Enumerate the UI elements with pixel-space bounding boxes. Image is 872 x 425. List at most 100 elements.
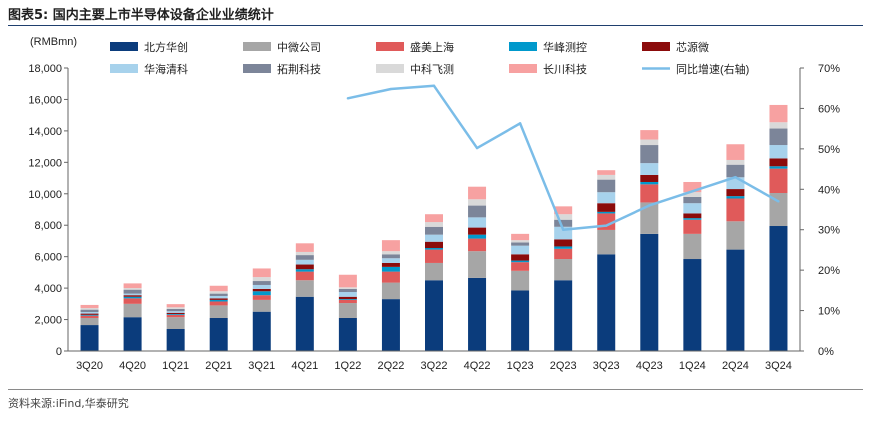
legend-swatch	[376, 64, 404, 73]
bar-segment-series-8	[468, 186, 487, 200]
bar-segment-series-7	[683, 192, 702, 197]
bar-segment-series-7	[209, 291, 228, 294]
bar-segment-series-4	[338, 296, 357, 300]
bar-segment-series-4	[166, 312, 185, 315]
bar-segment-series-3	[597, 211, 616, 214]
legend-swatch	[509, 42, 537, 51]
bar-segment-series-8	[252, 268, 271, 278]
bar-segment-series-3	[425, 248, 443, 250]
yoy-growth-point	[561, 228, 565, 231]
yoy-growth-line	[346, 84, 780, 231]
bar-segment-series-8	[209, 285, 228, 292]
stacked-bar-line-chart: 0 2,000 4,000 6,000 8,000 10,000 12,000 14,000 1…	[28, 36, 840, 372]
right-tick-label: 20%	[818, 265, 840, 277]
x-tick-label: 3Q22	[421, 360, 448, 372]
bar-segment-series-1	[381, 282, 400, 300]
legend-item: 长川科技	[509, 62, 587, 76]
bar-stack	[554, 206, 573, 351]
bar-segment-series-3	[123, 296, 142, 299]
bar-segment-series-6	[554, 219, 573, 227]
bar-segment-series-4	[726, 189, 745, 197]
bar-segment-series-0	[769, 226, 788, 351]
left-tick-label: 14,000	[28, 126, 62, 138]
bar-segment-series-3	[554, 246, 573, 249]
bar-segment-series-4	[209, 298, 228, 300]
bar-segment-series-2	[511, 262, 530, 271]
bar-segment-series-6	[726, 164, 745, 178]
x-tick-label: 3Q23	[593, 360, 620, 372]
bar-segment-series-5	[511, 245, 530, 255]
bar-segment-series-6	[597, 179, 616, 193]
bar-segment-series-2	[468, 238, 487, 252]
x-tick-label: 3Q20	[76, 360, 103, 372]
bar-segment-series-6	[683, 196, 702, 204]
bar-segment-series-7	[425, 222, 443, 227]
yoy-growth-point	[432, 84, 436, 87]
yoy-growth-point	[346, 97, 350, 100]
bar-segment-series-0	[80, 325, 99, 351]
bar-segment-series-5	[123, 293, 142, 296]
bar-segment-series-8	[769, 104, 788, 123]
bar-segment-series-4	[80, 313, 99, 315]
bar-stacks	[80, 104, 788, 351]
bar-segment-series-8	[425, 214, 443, 223]
bar-segment-series-8	[511, 233, 530, 241]
bar-segment-series-5	[252, 284, 271, 289]
bar-segment-series-2	[726, 198, 745, 222]
bar-segment-series-6	[425, 226, 443, 235]
legend-item: 拓荆科技	[243, 62, 321, 76]
bar-stack	[209, 285, 228, 351]
bar-segment-series-5	[80, 312, 99, 314]
bar-segment-series-1	[683, 233, 702, 260]
bar-segment-series-7	[381, 251, 400, 255]
left-tick-label: 16,000	[28, 94, 62, 106]
left-tick-label: 0	[56, 346, 62, 358]
bar-segment-series-1	[80, 317, 99, 326]
bar-segment-series-4	[123, 295, 142, 297]
bar-segment-series-6	[511, 242, 530, 246]
bar-stack	[425, 214, 443, 351]
bar-segment-series-7	[123, 288, 142, 290]
bar-segment-series-8	[640, 130, 659, 140]
x-tick-label: 2Q23	[550, 360, 577, 372]
bar-segment-series-0	[511, 290, 530, 351]
y-axis-unit-label: (RMBmn)	[30, 36, 77, 48]
bar-stack	[726, 144, 745, 351]
bar-stack	[683, 181, 702, 351]
bar-segment-series-5	[683, 203, 702, 214]
bar-segment-series-0	[425, 280, 443, 351]
legend-label: 北方华创	[144, 40, 188, 54]
bar-stack	[640, 130, 659, 351]
bar-segment-series-6	[338, 288, 357, 293]
bar-segment-series-0	[468, 277, 487, 351]
left-tick-label: 4,000	[34, 283, 62, 295]
bar-stack	[80, 304, 99, 351]
bar-segment-series-8	[123, 283, 142, 289]
left-y-axis: 0 2,000 4,000 6,000 8,000 10,000 12,000 14,000 1…	[28, 63, 69, 358]
bar-segment-series-5	[166, 311, 185, 313]
bar-segment-series-0	[166, 328, 185, 351]
bar-segment-series-1	[769, 192, 788, 227]
bar-segment-series-5	[425, 234, 443, 242]
x-tick-label: 1Q22	[334, 360, 361, 372]
bar-segment-series-0	[554, 280, 573, 351]
yoy-growth-point	[605, 224, 608, 227]
yoy-growth-point	[518, 122, 522, 125]
legend-label: 中科飞测	[410, 62, 454, 76]
legend-label: 同比增速(右轴)	[676, 62, 749, 76]
bar-segment-series-6	[295, 255, 314, 260]
legend-swatch	[110, 64, 138, 73]
legend-label: 拓荆科技	[277, 62, 321, 76]
bar-segment-series-4	[252, 288, 271, 292]
bar-segment-series-1	[554, 259, 573, 281]
bar-segment-series-3	[511, 260, 530, 263]
right-y-axis: 0% 10% 20% 30% 40% 50% 60% 70%	[799, 63, 840, 358]
bar-segment-series-6	[209, 293, 228, 296]
x-tick-label: 4Q23	[636, 360, 663, 372]
bar-segment-series-0	[338, 317, 357, 351]
legend-swatch	[642, 42, 670, 51]
x-tick-label: 1Q21	[162, 360, 189, 372]
yoy-growth-point	[648, 204, 651, 207]
bar-segment-series-8	[726, 144, 745, 160]
bar-segment-series-4	[381, 262, 400, 267]
